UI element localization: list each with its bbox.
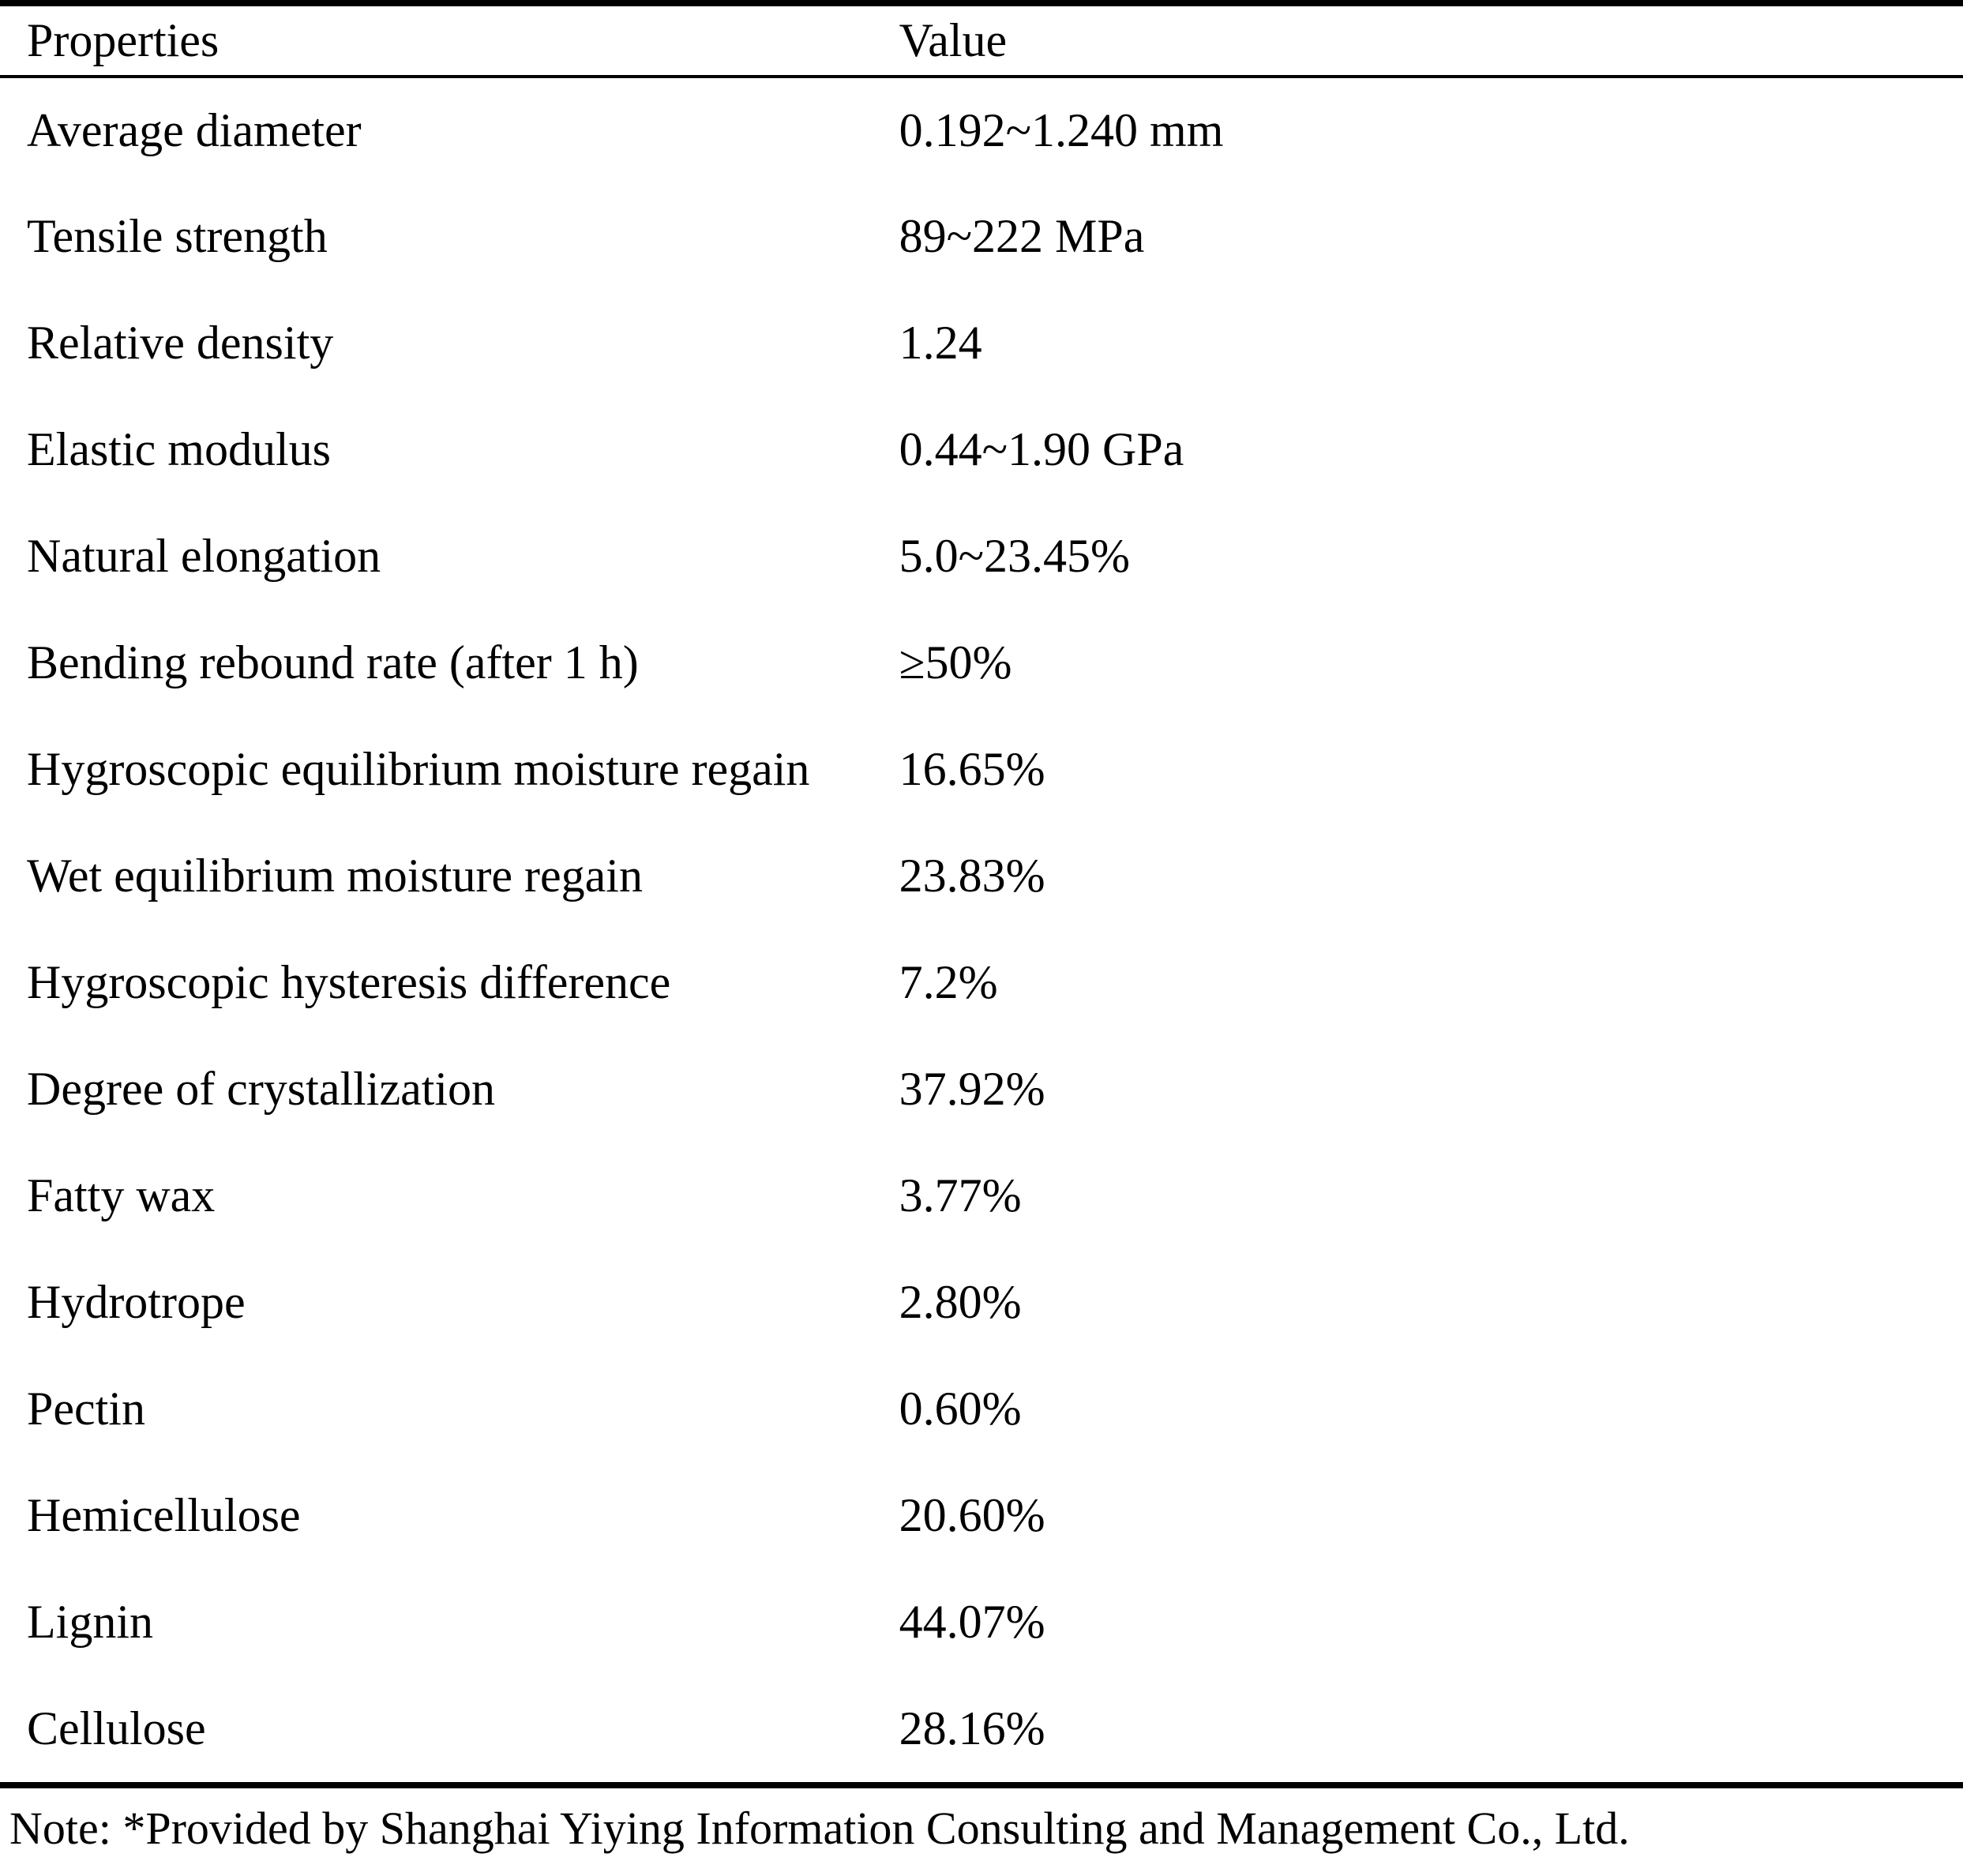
property-cell: Cellulose bbox=[27, 1702, 206, 1754]
table-row: Fatty wax 3.77% bbox=[0, 1142, 1963, 1249]
table-row: Hygroscopic hysteresis difference 7.2% bbox=[0, 929, 1963, 1036]
value-cell: 0.60% bbox=[899, 1383, 1022, 1435]
value-cell: 20.60% bbox=[899, 1489, 1045, 1541]
table-note: Note: *Provided by Shanghai Yiying Infor… bbox=[0, 1782, 1963, 1876]
value-cell: 5.0~23.45% bbox=[899, 530, 1131, 582]
table-row: Tensile strength 89~222 MPa bbox=[0, 183, 1963, 290]
property-cell: Hemicellulose bbox=[27, 1489, 301, 1541]
value-cell: 28.16% bbox=[899, 1702, 1045, 1754]
property-cell: Pectin bbox=[27, 1383, 145, 1435]
table-row: Lignin 44.07% bbox=[0, 1569, 1963, 1675]
value-cell: 2.80% bbox=[899, 1276, 1022, 1328]
table-row: Cellulose 28.16% bbox=[0, 1675, 1963, 1782]
value-cell: 37.92% bbox=[899, 1063, 1045, 1115]
value-cell: 44.07% bbox=[899, 1596, 1045, 1648]
value-cell: 23.83% bbox=[899, 850, 1045, 902]
table-row: Elastic modulus 0.44~1.90 GPa bbox=[0, 396, 1963, 503]
table-row: Hydrotrope 2.80% bbox=[0, 1249, 1963, 1356]
value-cell: 3.77% bbox=[899, 1169, 1022, 1221]
table-row: Hygroscopic equilibrium moisture regain … bbox=[0, 716, 1963, 823]
property-cell: Relative density bbox=[27, 317, 334, 369]
header-row: Properties Value bbox=[0, 3, 1963, 78]
property-cell: Tensile strength bbox=[27, 210, 328, 262]
table-row: Degree of crystallization 37.92% bbox=[0, 1036, 1963, 1142]
property-cell: Hygroscopic hysteresis difference bbox=[27, 956, 671, 1008]
property-cell: Hydrotrope bbox=[27, 1276, 246, 1328]
property-cell: Elastic modulus bbox=[27, 423, 331, 475]
value-cell: 7.2% bbox=[899, 956, 998, 1008]
property-cell: Degree of crystallization bbox=[27, 1063, 496, 1115]
value-cell: 0.192~1.240 mm bbox=[899, 104, 1224, 156]
table-row: Hemicellulose 20.60% bbox=[0, 1462, 1963, 1569]
value-cell: 0.44~1.90 GPa bbox=[899, 423, 1184, 475]
column-header-properties: Properties bbox=[0, 3, 899, 78]
table-row: Average diameter 0.192~1.240 mm bbox=[0, 77, 1963, 183]
table-row: Bending rebound rate (after 1 h) ≥50% bbox=[0, 610, 1963, 716]
value-cell: 89~222 MPa bbox=[899, 210, 1145, 262]
property-cell: Lignin bbox=[27, 1596, 153, 1648]
property-cell: Hygroscopic equilibrium moisture regain bbox=[27, 743, 810, 795]
table-row: Wet equilibrium moisture regain 23.83% bbox=[0, 823, 1963, 929]
property-cell: Natural elongation bbox=[27, 530, 381, 582]
value-cell: ≥50% bbox=[899, 636, 1012, 688]
column-header-value: Value bbox=[899, 3, 1963, 78]
property-cell: Average diameter bbox=[27, 104, 362, 156]
property-cell: Bending rebound rate (after 1 h) bbox=[27, 636, 639, 688]
properties-table: Properties Value Average diameter 0.192~… bbox=[0, 0, 1963, 1782]
table-row: Pectin 0.60% bbox=[0, 1356, 1963, 1462]
value-cell: 1.24 bbox=[899, 317, 982, 369]
property-cell: Wet equilibrium moisture regain bbox=[27, 850, 643, 902]
table-row: Relative density 1.24 bbox=[0, 290, 1963, 396]
property-cell: Fatty wax bbox=[27, 1169, 216, 1221]
value-cell: 16.65% bbox=[899, 743, 1045, 795]
table-row: Natural elongation 5.0~23.45% bbox=[0, 503, 1963, 610]
